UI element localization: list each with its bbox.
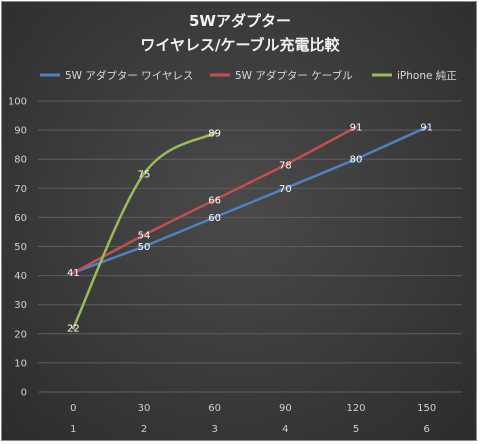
- data-point: [354, 157, 358, 161]
- y-tick-label: 60: [14, 213, 27, 224]
- y-tick-label: 30: [14, 300, 27, 311]
- data-point: [142, 233, 146, 237]
- data-label: 66: [208, 195, 221, 206]
- x-tick-label-category: 6: [423, 424, 429, 435]
- data-point: [213, 131, 217, 135]
- x-tick-label-category: 1: [70, 424, 76, 435]
- y-axis: 0 10 20 30 40 50 60 70 80 90 100: [8, 97, 27, 399]
- data-point: [142, 172, 146, 176]
- data-point: [71, 326, 75, 330]
- y-tick-label: 20: [14, 329, 27, 340]
- x-tick-label-category: 4: [282, 424, 288, 435]
- y-tick-label: 90: [14, 126, 27, 137]
- x-tick-label-time: 150: [417, 403, 436, 414]
- y-tick-label: 40: [14, 271, 27, 282]
- legend: 5W アダプター ワイヤレス 5W アダプター ケーブル iPhone 純正: [40, 69, 457, 82]
- x-tick-label-time: 90: [279, 403, 292, 414]
- data-label: 80: [350, 155, 363, 166]
- data-label: 54: [138, 230, 151, 241]
- data-label: 75: [138, 169, 151, 180]
- y-tick-label: 50: [14, 242, 27, 253]
- data-label: 50: [138, 242, 151, 253]
- chart-title-line2: ワイヤレス/ケーブル充電比較: [140, 36, 340, 54]
- x-tick-label-category: 5: [353, 424, 359, 435]
- x-tick-label-time: 30: [138, 403, 151, 414]
- data-label: 91: [420, 123, 433, 134]
- series-line-3: [72, 131, 216, 330]
- legend-label: 5W アダプター ワイヤレス: [65, 69, 193, 82]
- legend-label: iPhone 純正: [397, 69, 457, 82]
- data-point: [142, 245, 146, 248]
- y-tick-label: 0: [21, 388, 27, 399]
- y-tick-label: 80: [14, 155, 27, 166]
- x-tick-label-time: 120: [346, 403, 365, 414]
- data-label: 41: [67, 268, 80, 279]
- y-tick-label: 100: [8, 97, 27, 108]
- x-tick-label-category: 2: [141, 424, 147, 435]
- gridlines: [38, 100, 462, 393]
- x-axis: 0 1 30 2 60 3 90 4 120 5 150 6: [70, 403, 436, 435]
- data-point: [213, 198, 217, 202]
- y-tick-label: 10: [14, 358, 27, 369]
- data-point: [283, 186, 287, 190]
- y-tick-label: 70: [14, 184, 27, 195]
- series-line-1: [72, 125, 428, 274]
- data-point: [354, 125, 358, 129]
- data-point: [425, 125, 429, 129]
- legend-label: 5W アダプター ケーブル: [235, 69, 353, 82]
- data-labels: 41 50 60 70 80 91 54 66 78 91 22 75 89: [67, 123, 433, 335]
- x-tick-label-time: 0: [70, 403, 76, 414]
- series-layer: [71, 125, 429, 330]
- data-label: 70: [279, 184, 292, 195]
- data-label: 91: [350, 123, 363, 134]
- data-label: 60: [208, 213, 221, 224]
- x-tick-label-time: 60: [208, 403, 221, 414]
- chart-title-line1: 5Wアダプター: [189, 12, 291, 30]
- data-point: [283, 163, 287, 167]
- data-point: [213, 215, 217, 219]
- data-label: 22: [67, 323, 80, 334]
- data-point: [71, 271, 75, 275]
- data-label: 78: [279, 161, 292, 172]
- data-label: 89: [208, 129, 221, 140]
- x-tick-label-category: 3: [211, 424, 217, 435]
